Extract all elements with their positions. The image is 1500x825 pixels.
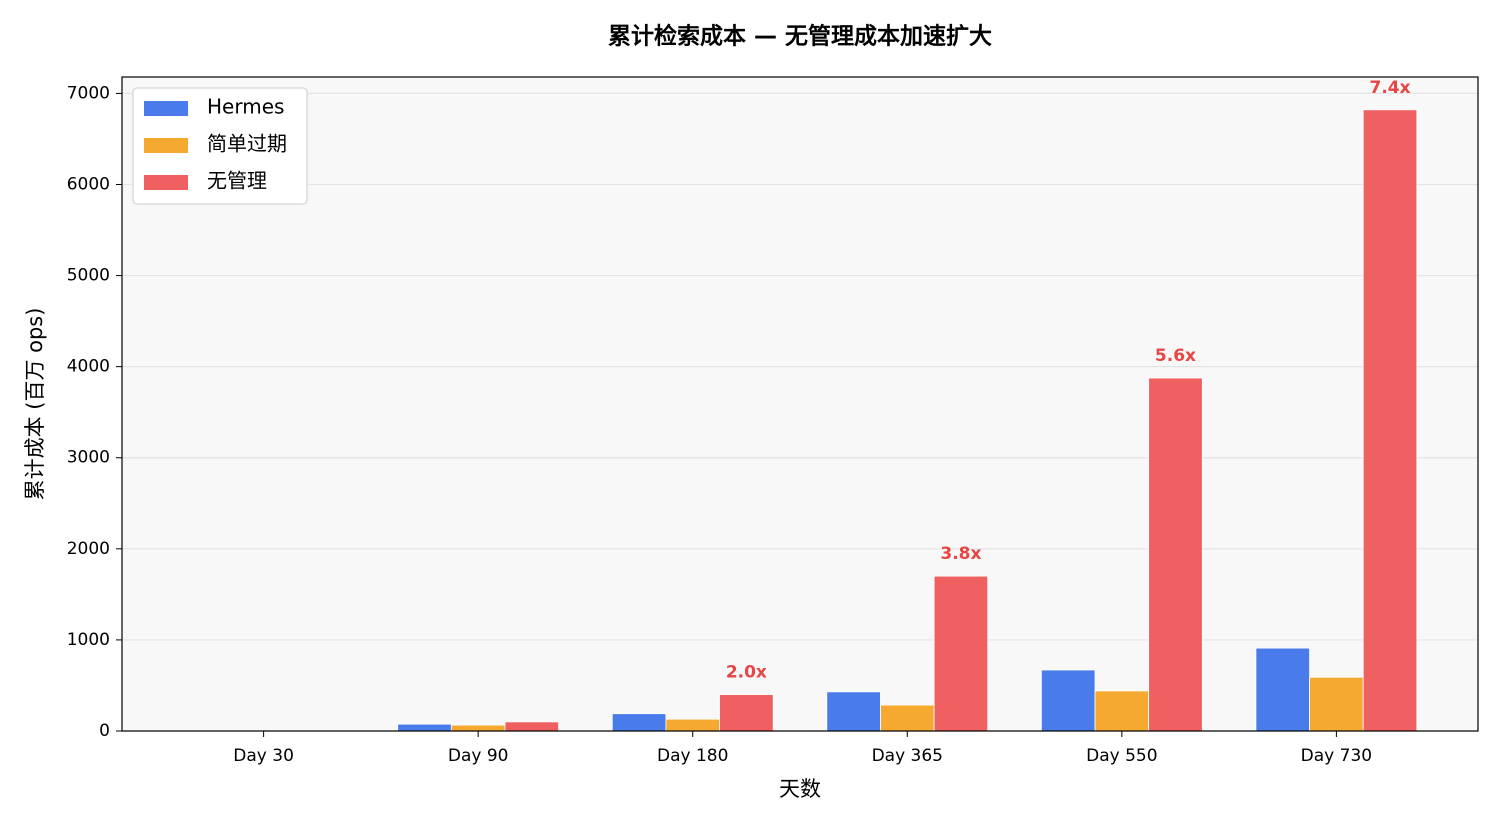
bar [1094, 690, 1150, 732]
bar [880, 704, 935, 732]
bar [933, 575, 989, 732]
y-tick-label: 6000 [67, 174, 110, 194]
x-tick-label: Day 730 [1301, 746, 1372, 766]
bar [1148, 377, 1203, 732]
y-tick-label: 4000 [67, 357, 110, 377]
bar [504, 721, 560, 732]
legend-swatch [144, 101, 188, 116]
legend-swatch [144, 138, 188, 153]
annotation: 5.6x [1155, 346, 1196, 366]
y-axis-label: 累计成本 (百万 ops) [23, 308, 47, 501]
x-tick-label: Day 30 [233, 746, 294, 766]
y-tick-label: 7000 [67, 83, 110, 103]
bar [450, 724, 506, 732]
y-tick-label: 3000 [67, 448, 110, 468]
bar [1362, 109, 1418, 732]
bar [397, 723, 452, 732]
plot-area [122, 77, 1478, 731]
x-tick-label: Day 180 [657, 746, 728, 766]
legend-label: 无管理 [207, 169, 267, 193]
x-tick-label: Day 550 [1086, 746, 1157, 766]
plot-frame [121, 76, 1479, 732]
legend-label: 简单过期 [207, 132, 287, 156]
legend-swatch [144, 175, 188, 190]
bar [826, 691, 881, 732]
bar [1040, 669, 1096, 732]
x-tick-label: Day 365 [872, 746, 943, 766]
legend-label: Hermes [207, 95, 284, 119]
y-tick-label: 0 [99, 721, 110, 741]
bar [719, 694, 774, 732]
annotation: 2.0x [726, 663, 767, 683]
y-tick-label: 2000 [67, 539, 110, 559]
bar [665, 718, 720, 732]
bar [1255, 647, 1310, 732]
chart-title: 累计检索成本 — 无管理成本加速扩大 [608, 23, 992, 50]
annotation: 7.4x [1369, 78, 1410, 98]
bar [611, 713, 667, 732]
y-tick-label: 1000 [67, 630, 110, 650]
x-tick-label: Day 90 [448, 746, 509, 766]
bar [1309, 676, 1364, 732]
y-tick-label: 5000 [67, 266, 110, 286]
x-axis-label: 天数 [779, 777, 821, 801]
annotation: 3.8x [940, 544, 981, 564]
